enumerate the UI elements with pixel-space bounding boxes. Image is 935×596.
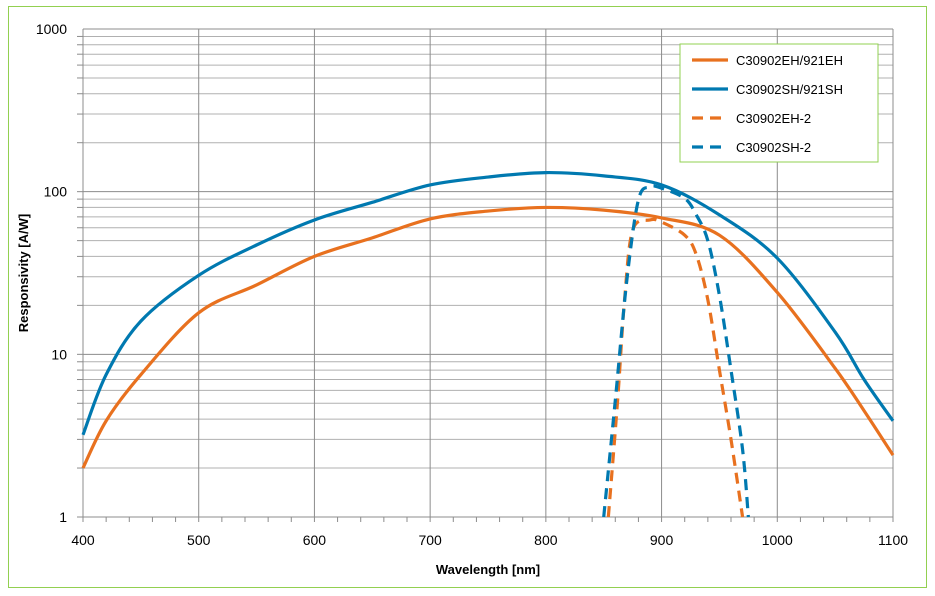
series-line-c30902sh-921sh (81, 170, 895, 436)
y-tick-label: 1 (59, 509, 67, 525)
series-line-c30902eh-2 (606, 217, 745, 518)
x-tick-label: 1000 (762, 532, 793, 548)
series-line-c30902sh-2 (602, 184, 750, 518)
legend-label: C30902EH-2 (736, 111, 811, 126)
y-tick-label: 10 (51, 346, 67, 362)
series-line-c30902eh-921eh (81, 205, 895, 469)
y-tick-label: 100 (44, 184, 68, 200)
x-tick-label: 900 (650, 532, 674, 548)
x-axis-label: Wavelength [nm] (436, 562, 540, 577)
x-tick-label: 600 (303, 532, 327, 548)
legend: C30902EH/921EH C30902SH/921SH C30902EH-2 C3… (679, 43, 879, 163)
x-tick-label: 700 (418, 532, 442, 548)
y-axis-label: Responsivity [A/W] (16, 214, 31, 332)
legend-label: C30902SH/921SH (736, 82, 843, 97)
legend-label: C30902SH-2 (736, 140, 811, 155)
x-tick-label: 500 (187, 532, 211, 548)
x-tick-label: 400 (71, 532, 95, 548)
legend-box (679, 43, 879, 163)
chart-frame (8, 6, 927, 588)
legend-label: C30902EH/921EH (736, 53, 843, 68)
y-tick-label: 1000 (36, 21, 67, 37)
x-tick-label: 800 (534, 532, 558, 548)
x-tick-label: 1100 (878, 532, 908, 548)
